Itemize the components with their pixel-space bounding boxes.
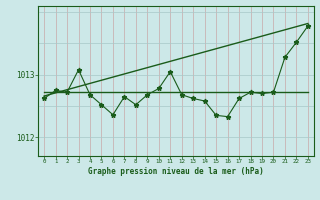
X-axis label: Graphe pression niveau de la mer (hPa): Graphe pression niveau de la mer (hPa) — [88, 167, 264, 176]
